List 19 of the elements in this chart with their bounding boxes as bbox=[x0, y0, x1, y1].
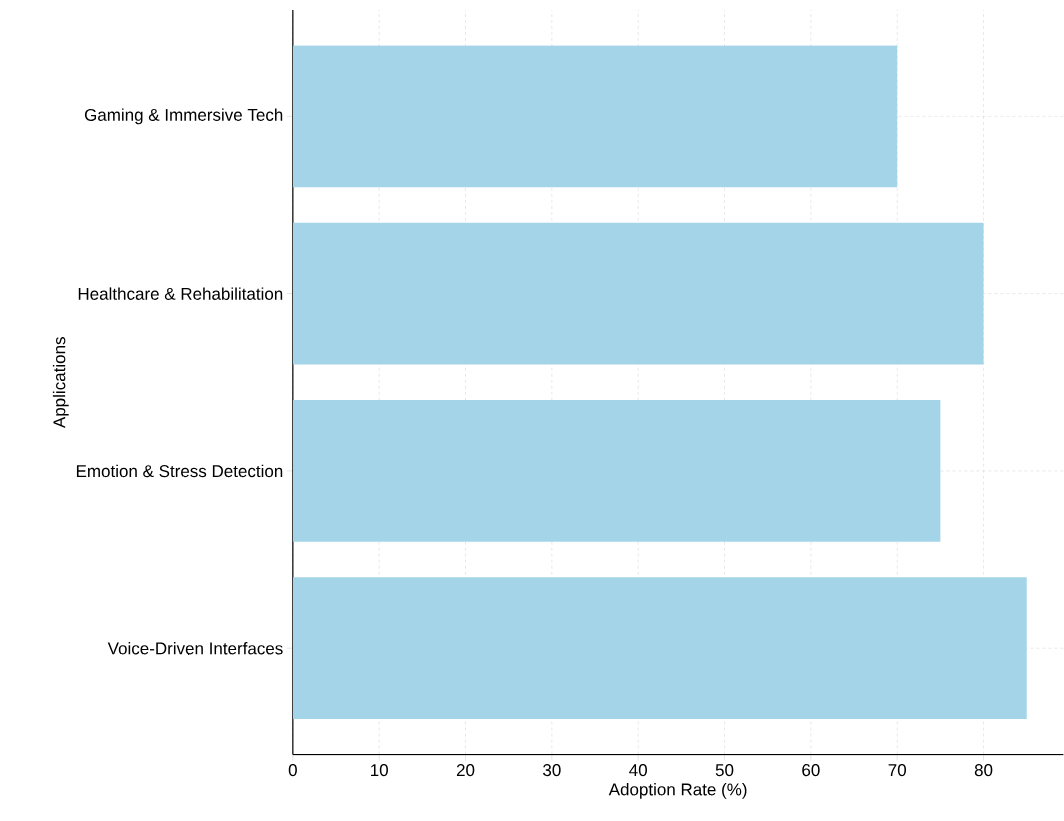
x-axis-title: Adoption Rate (%) bbox=[608, 783, 747, 800]
y-tick-label: Gaming & Immersive Tech bbox=[84, 108, 283, 125]
y-tick-label: Voice-Driven Interfaces bbox=[107, 642, 283, 655]
bar bbox=[292, 400, 941, 543]
y-axis-title: Applications bbox=[52, 337, 69, 429]
bar bbox=[292, 577, 1027, 720]
bar bbox=[292, 222, 984, 365]
x-tick-label: 80 bbox=[974, 764, 993, 777]
bar bbox=[292, 45, 898, 188]
x-tick-label: 10 bbox=[371, 764, 388, 777]
y-tick-label: Emotion & Stress Detection bbox=[76, 464, 283, 478]
y-tick-label: Healthcare & Rehabilitation bbox=[78, 287, 283, 301]
x-tick-label: 50 bbox=[715, 764, 734, 777]
x-tick-label: 60 bbox=[802, 764, 820, 777]
x-tick-label: 70 bbox=[888, 764, 906, 777]
x-tick-label: 40 bbox=[629, 764, 647, 777]
x-tick-label: 20 bbox=[456, 764, 475, 777]
x-tick-label: 0 bbox=[288, 764, 297, 777]
x-tick-label: 30 bbox=[543, 764, 561, 777]
